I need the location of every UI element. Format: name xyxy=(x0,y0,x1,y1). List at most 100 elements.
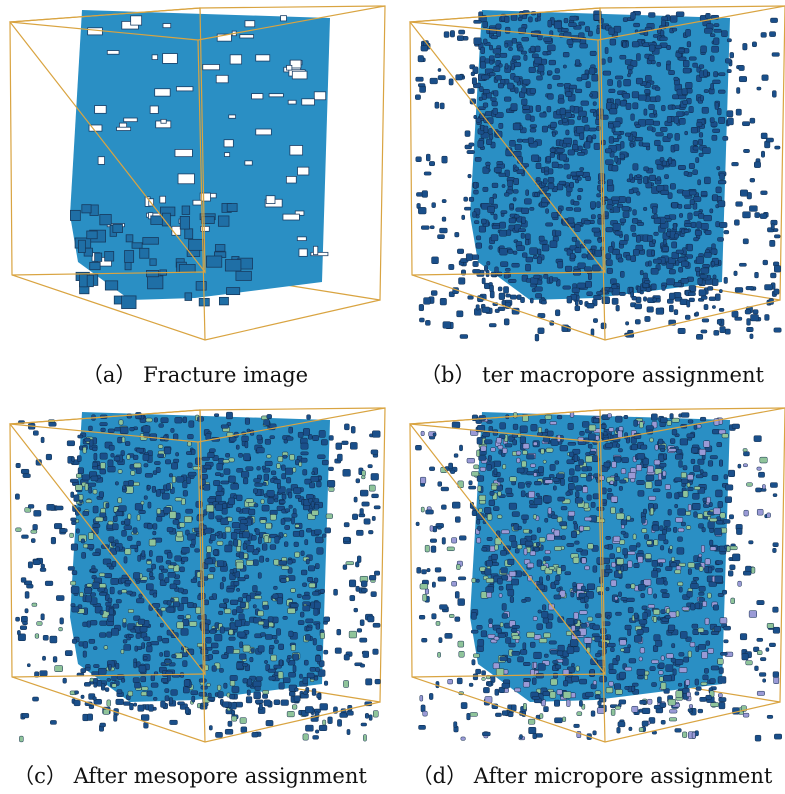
pore xyxy=(536,177,540,181)
pore xyxy=(644,89,650,93)
pore xyxy=(312,592,318,596)
pore xyxy=(769,643,775,647)
pore xyxy=(153,471,157,475)
pore xyxy=(725,329,730,334)
pore xyxy=(208,574,214,579)
pore xyxy=(712,475,718,480)
pore xyxy=(588,544,594,549)
pore xyxy=(482,671,486,676)
pore xyxy=(254,596,261,599)
pore xyxy=(739,76,747,81)
pore xyxy=(739,65,745,70)
pore xyxy=(661,190,669,195)
pore xyxy=(650,438,654,442)
pore xyxy=(697,122,702,127)
pore xyxy=(688,487,694,491)
pore xyxy=(732,162,739,166)
pore xyxy=(495,545,499,550)
pore xyxy=(649,55,654,61)
pore-cluster xyxy=(90,262,100,269)
pore xyxy=(305,539,308,544)
pore xyxy=(301,443,308,449)
pore xyxy=(749,611,757,618)
pore-hole xyxy=(314,92,325,100)
pore xyxy=(72,639,76,643)
pore xyxy=(667,493,672,499)
pore xyxy=(548,183,554,189)
pore xyxy=(481,446,487,451)
pore xyxy=(457,678,462,684)
pore xyxy=(582,74,588,80)
pore-cluster xyxy=(95,253,102,261)
pore xyxy=(627,65,633,69)
pore xyxy=(661,720,665,724)
pore xyxy=(595,250,602,257)
pore xyxy=(78,435,83,438)
pore xyxy=(523,80,530,85)
pore xyxy=(693,493,700,499)
pore xyxy=(210,567,215,571)
pore xyxy=(364,519,370,525)
pore xyxy=(177,477,184,483)
pore xyxy=(306,627,312,630)
pore xyxy=(688,651,692,657)
pore xyxy=(33,560,40,565)
pore xyxy=(719,697,726,701)
pore xyxy=(267,455,271,458)
pore xyxy=(606,227,613,232)
pore xyxy=(575,60,580,66)
pore xyxy=(50,636,57,643)
pore xyxy=(544,38,552,42)
pore xyxy=(277,598,283,604)
pore xyxy=(695,603,700,609)
pore xyxy=(727,118,733,125)
pore xyxy=(255,483,263,486)
pore xyxy=(637,222,644,225)
pore xyxy=(134,703,137,706)
pore xyxy=(624,415,628,418)
pore xyxy=(571,172,577,176)
pore xyxy=(766,138,773,142)
pore xyxy=(650,667,655,671)
pore xyxy=(480,87,484,92)
pore xyxy=(166,560,171,564)
pore xyxy=(419,615,425,619)
pore xyxy=(680,439,688,445)
pore xyxy=(72,607,79,612)
pore xyxy=(642,529,647,533)
pore xyxy=(241,471,249,477)
pore xyxy=(489,619,493,624)
pore xyxy=(550,148,555,152)
pore xyxy=(710,34,715,37)
pore xyxy=(121,521,124,525)
pore xyxy=(459,536,466,540)
figure: （a） Fracture image （b） ter macropore ass… xyxy=(0,0,785,794)
pore xyxy=(279,561,287,565)
pore xyxy=(554,595,561,599)
pore xyxy=(35,634,39,639)
pore xyxy=(684,171,688,175)
pore xyxy=(152,486,156,492)
pore xyxy=(666,654,673,659)
pore xyxy=(755,212,760,217)
pore xyxy=(489,73,495,76)
pore xyxy=(633,210,637,215)
pore xyxy=(293,665,296,672)
pore-cluster xyxy=(122,296,136,309)
pore xyxy=(431,546,436,553)
pore xyxy=(631,12,636,19)
pore xyxy=(690,199,694,204)
pore xyxy=(542,611,548,618)
pore xyxy=(452,581,457,586)
pore xyxy=(696,257,704,264)
pore xyxy=(325,528,331,533)
pore xyxy=(502,604,506,611)
pore xyxy=(774,266,781,273)
pore xyxy=(142,551,145,557)
pore xyxy=(627,516,631,520)
pore xyxy=(775,146,780,149)
pore xyxy=(476,579,479,582)
pore xyxy=(418,84,425,87)
pore xyxy=(303,428,309,435)
pore xyxy=(631,256,636,262)
